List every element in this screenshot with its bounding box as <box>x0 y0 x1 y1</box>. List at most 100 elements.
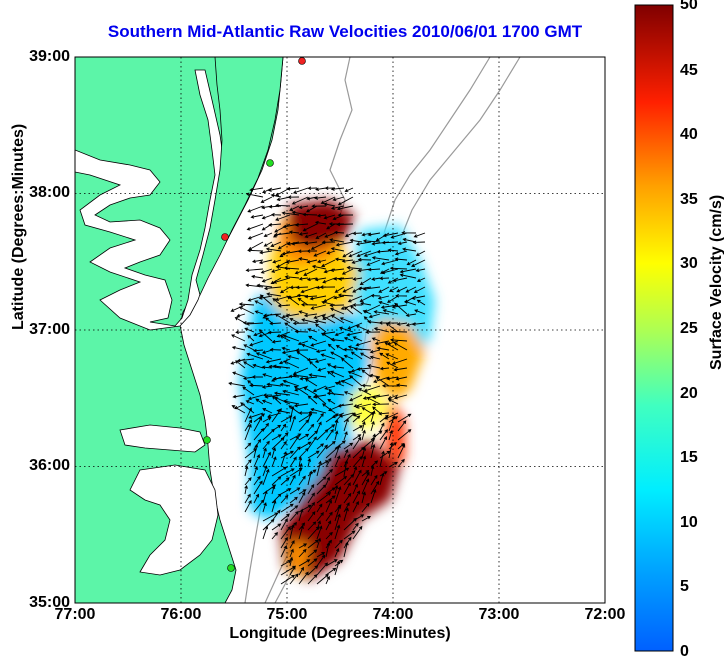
velocity-arrow <box>337 403 354 408</box>
velocity-arrow <box>249 340 264 347</box>
velocity-arrow <box>415 268 426 273</box>
velocity-arrow <box>298 447 309 459</box>
velocity-arrow <box>277 303 291 308</box>
albemarle-sound <box>119 424 206 453</box>
velocity-arrow <box>252 348 264 353</box>
velocity-arrow <box>271 466 288 477</box>
velocity-arrow <box>315 187 327 192</box>
velocity-arrow <box>389 266 408 271</box>
velocity-arrow <box>372 402 390 407</box>
velocity-arrow <box>250 214 264 219</box>
x-axis-label: Longitude (Degrees:Minutes) <box>229 625 451 642</box>
velocity-arrow <box>307 186 318 191</box>
velocity-arrow <box>413 286 426 293</box>
velocity-arrow <box>360 301 372 306</box>
velocity-arrow <box>304 294 318 299</box>
velocity-arrow <box>271 437 285 450</box>
velocity-arrow <box>261 214 273 220</box>
velocity-arrow <box>327 398 336 405</box>
velocity-arrow <box>298 276 309 281</box>
velocity-arrow <box>316 573 329 585</box>
velocity-arrow <box>245 400 255 405</box>
velocity-arrow <box>333 276 345 281</box>
velocity-arrow <box>316 492 332 504</box>
velocity-arrow <box>321 259 336 267</box>
velocity-arrow <box>294 329 309 334</box>
velocity-arrow <box>352 483 358 495</box>
velocity-arrow <box>352 336 363 342</box>
velocity-arrow <box>352 231 363 236</box>
colorbar-tick-label: 15 <box>680 449 698 466</box>
velocity-arrow <box>333 230 345 235</box>
velocity-arrow <box>413 232 426 238</box>
velocity-arrow <box>262 440 270 450</box>
velocity-arrow <box>316 476 327 486</box>
velocity-arrow <box>378 411 390 416</box>
velocity-arrow <box>382 309 399 315</box>
velocity-arrow <box>308 335 318 342</box>
velocity-arrow <box>307 565 319 576</box>
velocity-arrow <box>342 286 354 293</box>
velocity-arrow <box>386 361 399 369</box>
velocity-arrow <box>289 433 302 441</box>
velocity-arrow <box>315 323 327 333</box>
velocity-arrow <box>295 285 309 290</box>
velocity-arrow <box>275 265 291 270</box>
velocity-arrow <box>356 250 372 258</box>
velocity-arrow <box>367 320 381 324</box>
velocity-arrow <box>371 337 381 342</box>
velocity-arrow <box>393 394 408 400</box>
velocity-arrow <box>353 347 372 351</box>
x-tick-label: 75:00 <box>266 606 308 623</box>
velocity-arrow <box>334 484 339 495</box>
velocity-arrow <box>343 492 352 504</box>
velocity-arrow <box>308 373 327 378</box>
velocity-arrow <box>300 302 318 307</box>
velocity-arrow <box>330 307 345 315</box>
station-marker <box>298 57 306 65</box>
velocity-arrow <box>232 394 246 399</box>
velocity-arrow <box>244 423 252 441</box>
velocity-arrow <box>261 385 273 389</box>
velocity-arrow <box>307 450 320 459</box>
velocity-arrow <box>303 313 318 318</box>
velocity-arrow <box>281 346 291 351</box>
velocity-arrow <box>316 443 325 450</box>
velocity-arrow <box>291 241 309 246</box>
velocity-arrow <box>280 494 289 504</box>
velocity-arrow <box>397 443 406 459</box>
velocity-arrow <box>261 399 273 405</box>
velocity-arrow <box>366 364 381 369</box>
velocity-arrow <box>277 241 291 250</box>
velocity-arrow <box>289 505 299 513</box>
velocity-arrow <box>306 277 318 282</box>
velocity-arrow <box>271 499 277 513</box>
velocity-arrow <box>280 574 296 585</box>
colorbar-tick-label: 10 <box>680 514 698 531</box>
velocity-arrow <box>361 369 372 378</box>
colorbar-tick-label: 5 <box>680 578 689 595</box>
velocity-arrow <box>343 473 355 486</box>
velocity-arrow <box>244 407 252 423</box>
velocity-arrow <box>262 417 272 423</box>
velocity-arrow <box>376 346 390 351</box>
velocity-arrow <box>356 241 372 246</box>
velocity-arrow <box>279 286 291 294</box>
velocity-arrow <box>292 373 309 378</box>
velocity-arrow <box>332 365 345 369</box>
velocity-arrow <box>361 516 372 522</box>
velocity-arrow <box>321 300 336 306</box>
velocity-arrow <box>262 451 271 468</box>
velocity-arrow <box>309 295 327 301</box>
velocity-arrow <box>271 339 282 344</box>
velocity-arrow <box>367 267 381 272</box>
velocity-arrow <box>361 429 366 441</box>
velocity-arrow <box>334 286 345 293</box>
velocity-arrow <box>377 295 390 300</box>
velocity-arrow <box>339 317 354 324</box>
velocity-arrow <box>359 277 372 285</box>
velocity-arrow <box>285 313 300 318</box>
velocity-arrow <box>289 456 297 468</box>
velocity-arrow <box>263 286 282 291</box>
velocity-arrow <box>320 353 336 360</box>
